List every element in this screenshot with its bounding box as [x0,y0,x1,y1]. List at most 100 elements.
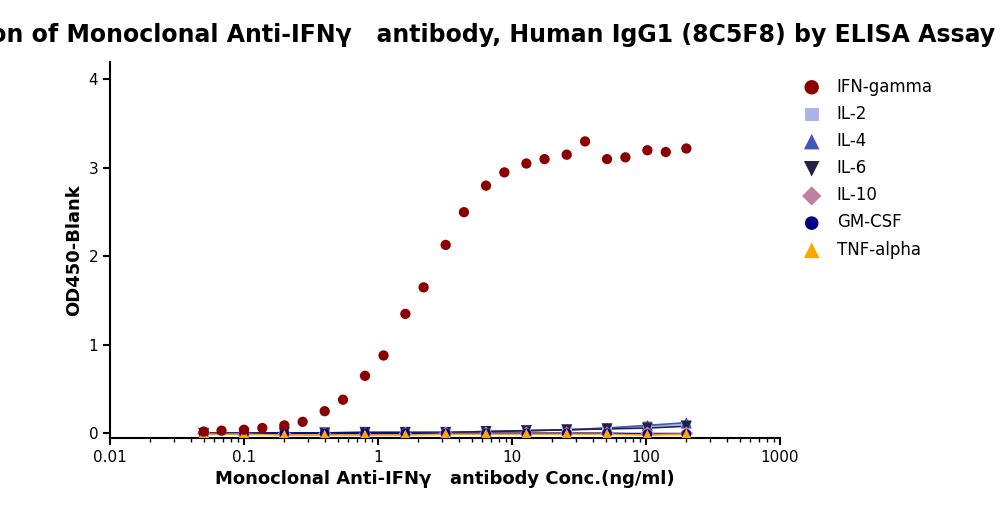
IFN-gamma [438,241,454,249]
TNF-alpha [276,431,292,439]
IL-2 [236,429,252,437]
IL-4 [317,429,333,437]
TNF-alpha [196,430,212,438]
IL-10 [196,429,212,437]
IL-2 [518,426,534,435]
IL-10 [678,429,694,437]
IFN-gamma [254,424,270,432]
IL-6 [639,424,655,432]
IL-6 [678,422,694,431]
GM-CSF [559,429,575,437]
IL-4 [397,428,413,437]
IL-2 [357,428,373,437]
IL-2 [599,424,615,432]
IL-10 [599,429,615,437]
IL-10 [478,429,494,437]
IL-10 [317,430,333,438]
IL-2 [438,428,454,437]
Y-axis label: OD450-Blank: OD450-Blank [65,184,83,316]
IFN-gamma [559,150,575,159]
IL-2 [276,429,292,437]
IFN-gamma [577,138,593,146]
TNF-alpha [357,431,373,439]
IL-4 [478,427,494,436]
IL-10 [438,429,454,437]
GM-CSF [678,430,694,438]
TNF-alpha [678,430,694,438]
TNF-alpha [478,430,494,438]
IFN-gamma [376,351,392,359]
Legend: IFN-gamma, IL-2, IL-4, IL-6, IL-10, GM-CSF, TNF-alpha: IFN-gamma, IL-2, IL-4, IL-6, IL-10, GM-C… [795,78,933,259]
IL-6 [478,427,494,436]
GM-CSF [518,429,534,437]
IL-6 [438,428,454,437]
GM-CSF [397,429,413,437]
IL-2 [317,429,333,437]
IL-6 [317,429,333,437]
IL-4 [438,428,454,437]
GM-CSF [357,429,373,437]
IFN-gamma [295,418,311,426]
IFN-gamma [496,168,512,177]
IL-6 [196,429,212,437]
IL-10 [559,429,575,437]
IL-6 [518,426,534,435]
IL-2 [639,422,655,431]
IFN-gamma [276,421,292,430]
TNF-alpha [599,430,615,438]
IL-10 [639,429,655,437]
TNF-alpha [518,430,534,438]
IFN-gamma [416,283,432,291]
IL-6 [276,429,292,437]
IL-4 [276,429,292,437]
IL-10 [357,430,373,438]
IL-4 [678,419,694,427]
IL-6 [559,426,575,434]
IL-10 [276,430,292,438]
GM-CSF [478,429,494,437]
IL-4 [236,429,252,437]
IL-4 [196,429,212,437]
IFN-gamma [456,208,472,216]
IL-4 [639,421,655,430]
IL-4 [559,426,575,434]
IL-6 [599,425,615,433]
IFN-gamma [335,396,351,404]
IL-2 [397,428,413,437]
GM-CSF [639,430,655,438]
IFN-gamma [214,426,230,435]
IFN-gamma [196,427,212,436]
Title: Detection of Monoclonal Anti-IFNγ   antibody, Human IgG1 (8C5F8) by ELISA Assay: Detection of Monoclonal Anti-IFNγ antibo… [0,23,996,47]
IL-4 [599,424,615,432]
IFN-gamma [478,181,494,190]
IL-2 [678,420,694,428]
IFN-gamma [599,155,615,163]
GM-CSF [317,429,333,437]
IFN-gamma [658,148,674,156]
IFN-gamma [397,310,413,318]
IFN-gamma [357,372,373,380]
IFN-gamma [537,155,553,163]
IL-6 [357,428,373,437]
TNF-alpha [397,431,413,439]
TNF-alpha [236,430,252,438]
IL-10 [236,430,252,438]
GM-CSF [438,429,454,437]
IFN-gamma [236,426,252,434]
GM-CSF [196,429,212,437]
IL-2 [478,427,494,436]
IFN-gamma [639,146,655,154]
TNF-alpha [317,431,333,439]
IFN-gamma [678,144,694,152]
IL-6 [397,428,413,437]
IL-10 [397,430,413,438]
GM-CSF [599,429,615,437]
GM-CSF [276,429,292,437]
IL-4 [518,426,534,435]
IFN-gamma [317,407,333,415]
X-axis label: Monoclonal Anti-IFNγ   antibody Conc.(ng/ml): Monoclonal Anti-IFNγ antibody Conc.(ng/m… [215,470,675,488]
IL-2 [559,426,575,434]
IL-2 [196,429,212,437]
IFN-gamma [518,160,534,168]
TNF-alpha [639,431,655,439]
